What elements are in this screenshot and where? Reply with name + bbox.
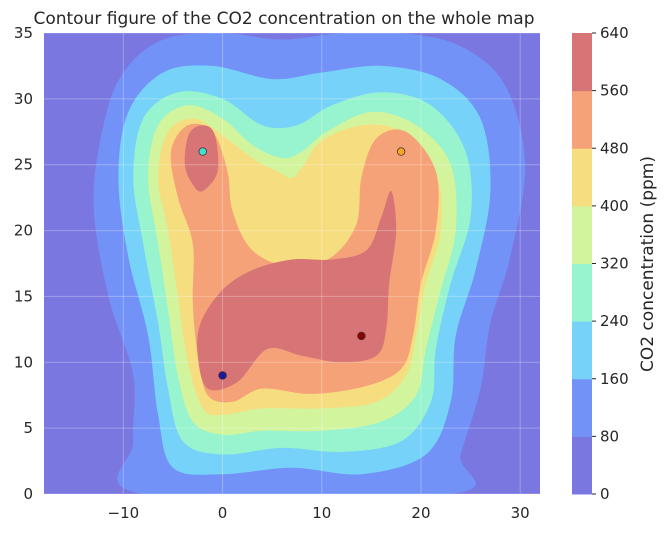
colorbar-tick-label: 640 bbox=[600, 24, 629, 42]
colorbar-segment-160-240 bbox=[572, 321, 592, 380]
x-tick-label: −10 bbox=[108, 504, 140, 522]
colorbar: 0 80 160 240 320 400 480 560 640 bbox=[572, 24, 629, 503]
y-tick-label: 20 bbox=[14, 222, 33, 240]
x-tick-label: 30 bbox=[511, 504, 530, 522]
y-tick-label: 5 bbox=[23, 419, 33, 437]
colorbar-tick-label: 480 bbox=[600, 139, 629, 157]
colorbar-label: CO2 concentration (ppm) bbox=[638, 156, 658, 372]
y-tick-label: 35 bbox=[14, 24, 33, 42]
chart-title: Contour figure of the CO2 concentration … bbox=[33, 9, 534, 29]
colorbar-tick-label: 80 bbox=[600, 427, 619, 445]
source-point-1 bbox=[218, 371, 227, 380]
y-tick-label: 30 bbox=[14, 90, 33, 108]
y-tick-label: 10 bbox=[14, 353, 33, 371]
colorbar-tick-label: 240 bbox=[600, 312, 629, 330]
source-point-2 bbox=[357, 331, 366, 341]
source-point-4 bbox=[396, 147, 406, 156]
colorbar-tick-label: 160 bbox=[600, 370, 629, 388]
colorbar-segment-560-640 bbox=[572, 33, 592, 92]
colorbar-segment-320-400 bbox=[572, 205, 592, 264]
colorbar-segment-400-480 bbox=[572, 148, 592, 207]
y-tick-label: 25 bbox=[14, 156, 33, 174]
y-axis: 0 5 10 15 20 25 30 35 bbox=[14, 24, 33, 503]
y-tick-label: 15 bbox=[14, 287, 33, 305]
source-point-3 bbox=[198, 147, 207, 156]
colorbar-tick-label: 560 bbox=[600, 82, 629, 100]
colorbar-tick-label: 320 bbox=[600, 255, 629, 273]
colorbar-segment-480-560 bbox=[572, 90, 592, 149]
colorbar-tick-label: 0 bbox=[600, 485, 610, 503]
contour-level-560-640 bbox=[197, 190, 397, 391]
plot-area bbox=[44, 33, 540, 494]
x-tick-label: 10 bbox=[312, 504, 331, 522]
x-tick-label: 0 bbox=[218, 504, 228, 522]
colorbar-segment-80-160 bbox=[572, 378, 592, 437]
colorbar-segment-240-320 bbox=[572, 263, 592, 322]
colorbar-tick-label: 400 bbox=[600, 197, 629, 215]
x-axis: −10 0 10 20 30 bbox=[108, 504, 530, 522]
contour-peak-upper-left bbox=[184, 125, 219, 192]
y-tick-label: 0 bbox=[23, 485, 33, 503]
colorbar-segment-0-80 bbox=[572, 436, 592, 495]
x-tick-label: 20 bbox=[411, 504, 430, 522]
